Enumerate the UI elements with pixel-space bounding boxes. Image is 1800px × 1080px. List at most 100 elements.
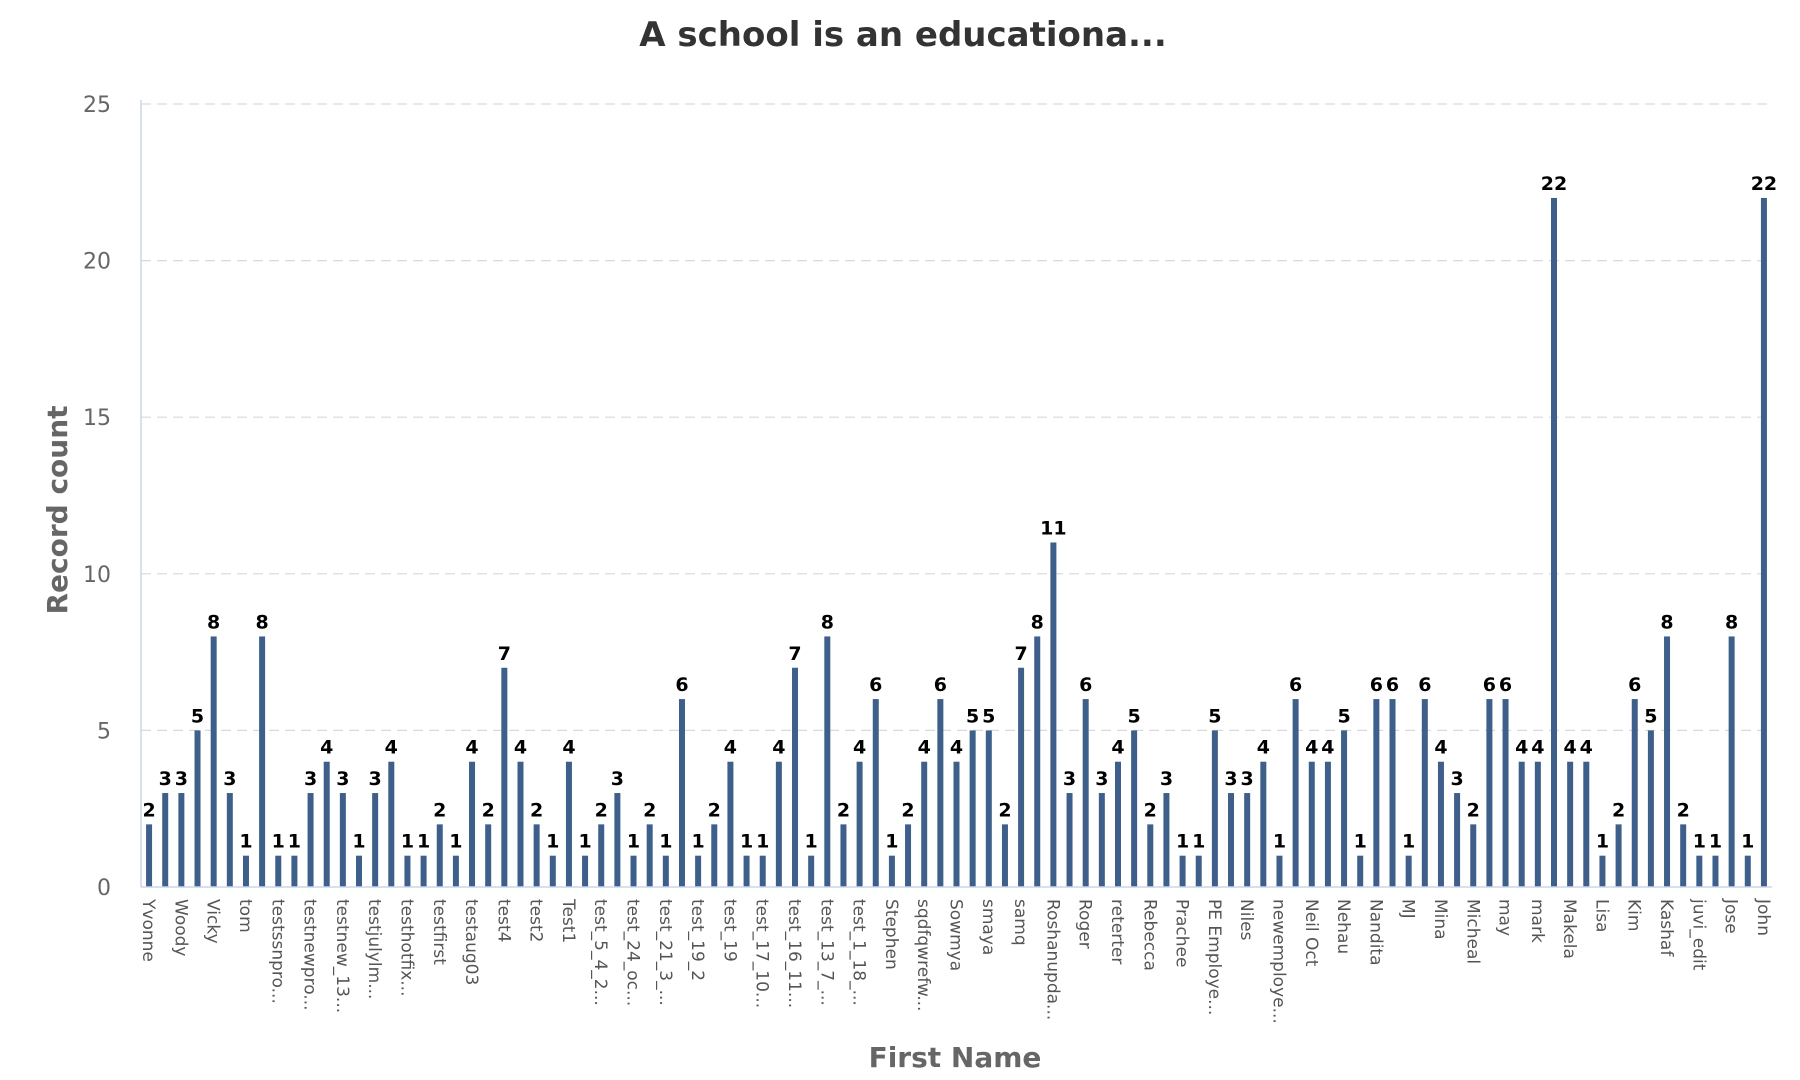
- bar[interactable]: [1583, 761, 1590, 887]
- bar[interactable]: [598, 824, 605, 887]
- bar[interactable]: [275, 855, 282, 887]
- bar[interactable]: [226, 793, 233, 887]
- bar[interactable]: [808, 855, 815, 887]
- bar[interactable]: [1373, 699, 1380, 887]
- bar[interactable]: [856, 761, 863, 887]
- bar[interactable]: [1389, 699, 1396, 887]
- bar[interactable]: [1421, 699, 1428, 887]
- bar[interactable]: [1744, 855, 1751, 887]
- bar[interactable]: [905, 824, 912, 887]
- bar[interactable]: [1551, 197, 1557, 887]
- bar[interactable]: [1728, 636, 1735, 887]
- bar[interactable]: [1518, 761, 1525, 887]
- bar[interactable]: [1276, 855, 1283, 887]
- bar[interactable]: [1018, 667, 1025, 887]
- bar[interactable]: [323, 761, 330, 887]
- bar[interactable]: [533, 824, 540, 887]
- bar[interactable]: [1211, 730, 1218, 887]
- bar[interactable]: [1114, 761, 1121, 887]
- bar[interactable]: [404, 855, 411, 887]
- bar[interactable]: [662, 855, 669, 887]
- bar[interactable]: [501, 667, 508, 887]
- bar[interactable]: [614, 793, 621, 887]
- bar[interactable]: [1341, 730, 1348, 887]
- bar[interactable]: [759, 855, 766, 887]
- bar[interactable]: [1098, 793, 1105, 887]
- bar[interactable]: [630, 855, 637, 887]
- bar[interactable]: [242, 855, 249, 887]
- bar[interactable]: [727, 761, 734, 887]
- bar[interactable]: [1308, 761, 1315, 887]
- bar[interactable]: [1470, 824, 1477, 887]
- bar[interactable]: [985, 730, 992, 887]
- bar[interactable]: [711, 824, 718, 887]
- bar[interactable]: [1647, 730, 1654, 887]
- bar[interactable]: [1260, 761, 1267, 887]
- bar[interactable]: [388, 761, 395, 887]
- bar[interactable]: [1195, 855, 1202, 887]
- bar[interactable]: [1437, 761, 1444, 887]
- bar[interactable]: [1066, 793, 1073, 887]
- bar[interactable]: [1454, 793, 1461, 887]
- bar[interactable]: [937, 699, 944, 887]
- bar[interactable]: [372, 793, 379, 887]
- bar[interactable]: [792, 667, 799, 887]
- bar[interactable]: [824, 636, 831, 887]
- bar[interactable]: [1615, 824, 1622, 887]
- bar[interactable]: [1712, 855, 1719, 887]
- bar[interactable]: [1760, 197, 1767, 887]
- bar[interactable]: [259, 636, 266, 887]
- bar[interactable]: [1324, 761, 1331, 887]
- bar[interactable]: [1082, 699, 1089, 887]
- bar[interactable]: [517, 761, 524, 887]
- bar[interactable]: [743, 855, 750, 887]
- bar[interactable]: [356, 855, 362, 887]
- bar[interactable]: [1131, 730, 1138, 887]
- bar[interactable]: [872, 699, 879, 887]
- bar[interactable]: [565, 761, 572, 887]
- bar[interactable]: [678, 699, 685, 887]
- bar[interactable]: [1567, 761, 1574, 887]
- bar[interactable]: [291, 855, 298, 887]
- bar[interactable]: [549, 855, 556, 887]
- bar[interactable]: [1534, 761, 1541, 887]
- bar[interactable]: [1696, 855, 1703, 887]
- bar[interactable]: [888, 855, 895, 887]
- bar[interactable]: [1502, 699, 1509, 887]
- bar[interactable]: [194, 730, 201, 887]
- bar[interactable]: [1405, 855, 1412, 887]
- bar[interactable]: [1664, 636, 1671, 887]
- bar[interactable]: [178, 793, 185, 887]
- bar[interactable]: [1357, 855, 1364, 887]
- bar[interactable]: [1050, 542, 1057, 887]
- bar[interactable]: [1228, 793, 1235, 887]
- bar[interactable]: [485, 824, 492, 887]
- bar[interactable]: [840, 824, 847, 887]
- bar[interactable]: [953, 761, 960, 887]
- bar[interactable]: [582, 855, 589, 887]
- bar[interactable]: [1631, 699, 1638, 887]
- bar[interactable]: [339, 793, 346, 887]
- bar[interactable]: [307, 793, 314, 887]
- bar[interactable]: [452, 855, 459, 887]
- bar[interactable]: [469, 761, 476, 887]
- bar[interactable]: [146, 824, 153, 887]
- bar[interactable]: [1680, 824, 1687, 887]
- bar[interactable]: [1001, 824, 1008, 887]
- bar[interactable]: [1599, 855, 1606, 887]
- bar[interactable]: [775, 761, 782, 887]
- bar[interactable]: [921, 761, 928, 887]
- bar[interactable]: [1034, 636, 1041, 887]
- bar[interactable]: [1163, 793, 1170, 887]
- bar[interactable]: [210, 636, 217, 887]
- bar[interactable]: [695, 855, 702, 887]
- bar[interactable]: [969, 730, 976, 887]
- bar[interactable]: [646, 824, 653, 887]
- bar[interactable]: [1486, 699, 1493, 887]
- bar[interactable]: [436, 824, 443, 887]
- bar[interactable]: [1179, 855, 1186, 887]
- bar[interactable]: [1292, 699, 1299, 887]
- bar[interactable]: [420, 855, 427, 887]
- bar[interactable]: [162, 793, 169, 887]
- bar[interactable]: [1244, 793, 1251, 887]
